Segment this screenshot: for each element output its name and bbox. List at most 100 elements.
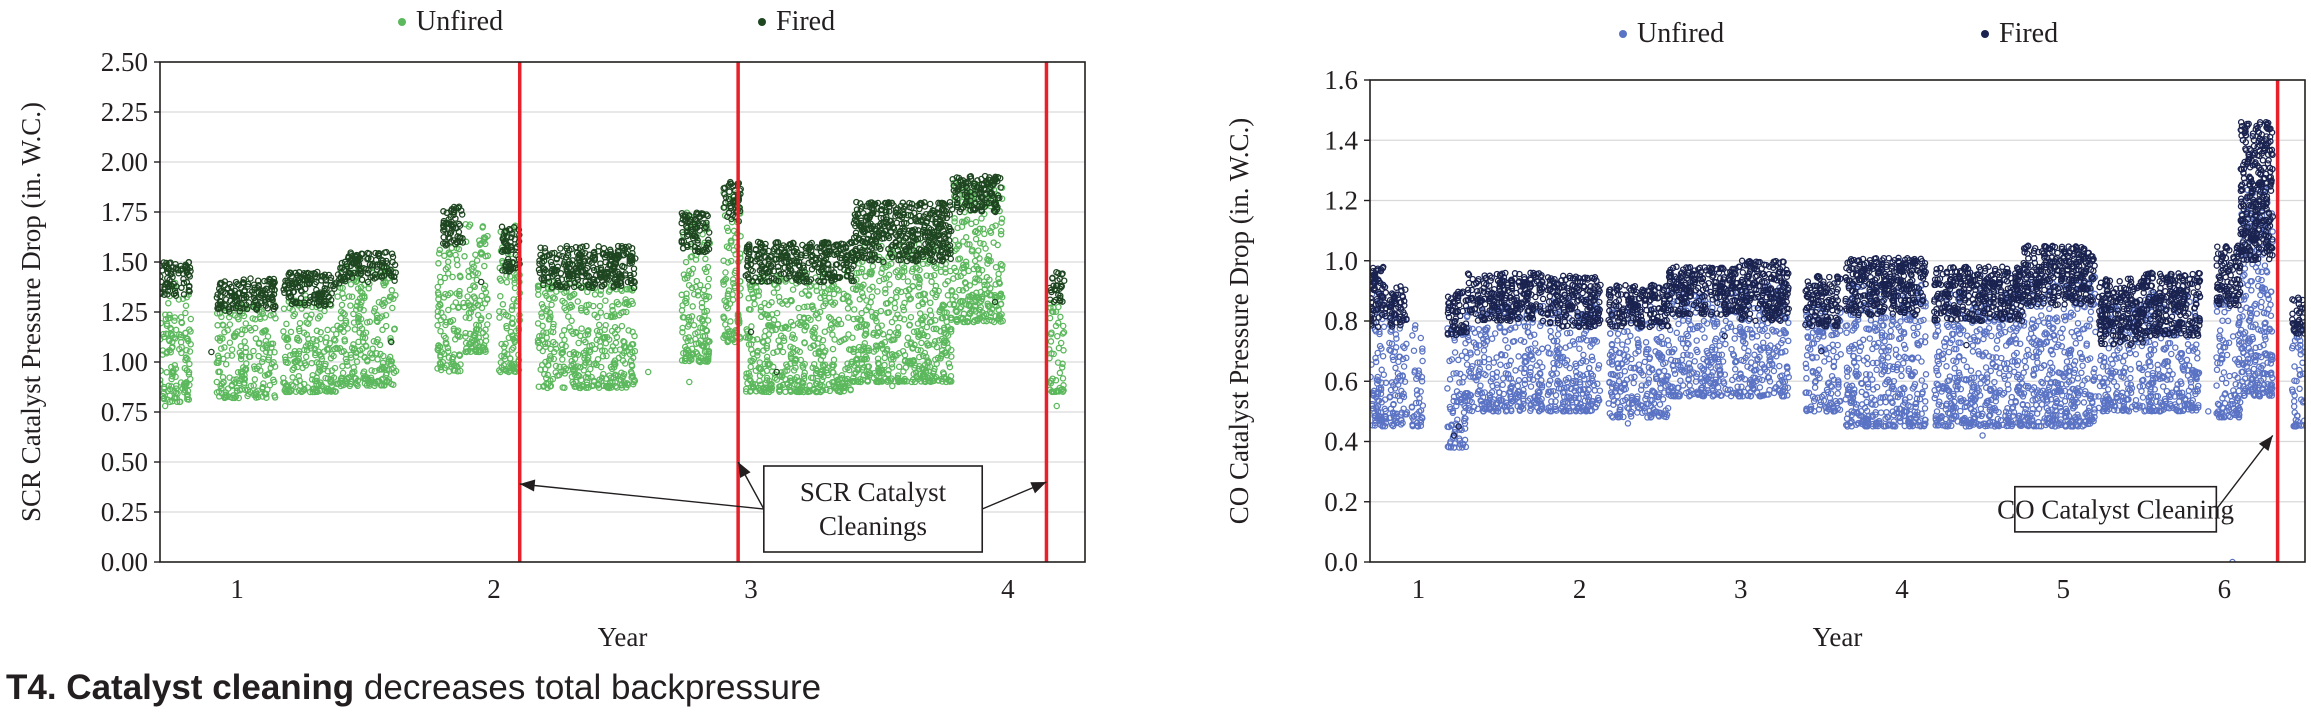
- data-point: [547, 328, 555, 335]
- data-point: [723, 332, 731, 340]
- data-point: [926, 307, 934, 314]
- data-point: [773, 348, 781, 355]
- data-point: [538, 313, 546, 320]
- data-point: [228, 382, 235, 390]
- data-point: [444, 348, 452, 355]
- data-point: [817, 388, 824, 396]
- data-point: [437, 366, 445, 374]
- data-point: [382, 322, 390, 330]
- data-point: [228, 288, 235, 295]
- data-point: [987, 229, 995, 236]
- data-point: [251, 284, 258, 291]
- data-point: [601, 326, 608, 333]
- data-point: [350, 364, 357, 371]
- arrow-head: [519, 479, 536, 492]
- data-point: [853, 355, 861, 362]
- data-point: [434, 308, 442, 315]
- data-point: [473, 257, 481, 264]
- data-point: [746, 388, 754, 395]
- data-point: [340, 328, 347, 336]
- data-point: [437, 327, 444, 335]
- data-point: [437, 352, 444, 359]
- data-point: [251, 376, 259, 383]
- data-point: [221, 278, 229, 285]
- data-point: [679, 314, 687, 321]
- data-point: [789, 286, 797, 293]
- data-point: [873, 309, 880, 317]
- data-point: [909, 344, 917, 351]
- data-point: [725, 244, 733, 252]
- scatter-area: [160, 172, 1068, 410]
- data-point: [985, 303, 993, 310]
- data-point: [246, 353, 254, 360]
- data-point: [498, 352, 505, 360]
- data-point: [497, 292, 504, 300]
- data-point: [596, 338, 604, 345]
- data-point: [776, 298, 784, 305]
- data-point: [235, 289, 243, 297]
- data-point: [917, 347, 925, 354]
- data-point: [541, 366, 549, 373]
- data-point: [704, 317, 712, 324]
- data-point: [900, 316, 908, 323]
- data-point: [910, 328, 918, 336]
- data-point: [309, 371, 316, 379]
- data-point: [371, 367, 379, 375]
- data-point: [544, 371, 552, 379]
- data-point: [887, 356, 895, 363]
- data-point: [369, 345, 376, 352]
- data-point: [179, 295, 187, 302]
- data-point: [496, 308, 503, 315]
- data-point: [169, 397, 176, 405]
- data-point: [701, 320, 708, 328]
- data-point: [753, 336, 761, 343]
- data-point: [855, 260, 863, 267]
- data-point: [569, 330, 577, 337]
- data-point: [997, 227, 1005, 235]
- data-point: [166, 276, 173, 284]
- data-point: [917, 327, 925, 334]
- data-point: [923, 353, 930, 361]
- data-point: [727, 239, 735, 246]
- data-point: [164, 269, 172, 276]
- data-point: [826, 387, 834, 395]
- data-point: [1060, 382, 1067, 389]
- data-point: [869, 313, 877, 320]
- data-point: [682, 334, 689, 342]
- data-point: [478, 304, 486, 312]
- data-point: [757, 303, 765, 311]
- data-point: [805, 314, 812, 322]
- data-point: [772, 326, 780, 333]
- data-point: [1057, 339, 1065, 347]
- data-point: [484, 295, 491, 303]
- data-point: [763, 342, 771, 350]
- data-point: [259, 355, 267, 362]
- data-point: [698, 303, 706, 311]
- data-point: [685, 334, 693, 341]
- data-point: [981, 291, 988, 298]
- data-point: [933, 343, 941, 351]
- data-point: [465, 302, 473, 309]
- data-point: [301, 386, 308, 394]
- series-segment: [535, 242, 639, 292]
- data-point: [838, 372, 846, 379]
- data-point: [908, 378, 915, 386]
- data-point: [308, 376, 316, 383]
- data-point: [251, 392, 258, 399]
- data-point: [906, 321, 914, 329]
- data-point: [819, 361, 827, 369]
- data-point: [538, 332, 546, 339]
- data-point: [236, 387, 244, 394]
- data-point: [438, 348, 446, 356]
- x-tick-label: 1: [230, 574, 244, 604]
- data-point: [795, 304, 802, 312]
- data-point: [361, 294, 368, 302]
- data-point: [560, 363, 568, 371]
- data-point: [242, 348, 249, 356]
- data-point: [944, 292, 952, 299]
- data-point: [882, 289, 889, 297]
- data-point: [187, 267, 194, 275]
- data-point: [368, 351, 376, 358]
- data-point: [296, 327, 303, 335]
- data-point: [165, 314, 172, 322]
